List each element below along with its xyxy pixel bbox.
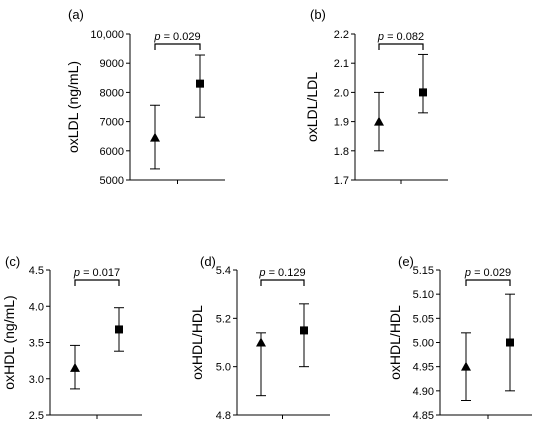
y-tick-label: 4.8 [216,410,231,422]
y-axis-title: oxHDL/HDL [189,305,205,380]
y-tick-label: 2.2 [334,29,349,41]
significance-bracket [260,279,305,286]
p-value-label: p = 0.017 [73,267,120,279]
square-marker [419,88,427,97]
significance-bracket [465,279,511,286]
y-axis-title: oxLDL/LDL [304,72,320,142]
panel-label: (e) [398,254,414,269]
triangle-marker [150,132,160,142]
triangle-marker [70,362,80,372]
chart-panel-5: (e) 4.85 4.90 4.95 5.00 5.05 5.10 5.15 oxHDL/HDL… [387,254,532,422]
y-tick-label: 5.4 [216,265,231,277]
p-symbol: p [73,267,83,279]
panel-label: (c) [5,254,20,269]
p-value: = 0.029 [164,31,201,43]
y-tick-label: 5.05 [413,313,434,325]
significance-bracket [378,43,424,50]
y-axis-title: oxHDL (ng/mL) [1,295,17,389]
y-tick-label: 5.00 [413,338,434,350]
y-tick-label: 5.10 [413,289,434,301]
panel-label: (d) [200,254,216,269]
y-tick-label: 1.8 [334,146,349,158]
y-tick-label: 9000 [100,58,124,70]
p-value: = 0.082 [387,31,424,43]
triangle-marker [461,361,471,371]
y-tick-label: 5000 [100,175,124,187]
panel-label: (b) [310,7,326,22]
chart-panel-3: (c) 2.5 3.0 3.5 4.0 4.5 oxHDL (ng/mL) p = 0.017 [1,254,142,422]
p-value-label: p = 0.029 [153,31,200,43]
y-tick-label: 2.0 [334,87,349,99]
p-value-label: p = 0.129 [258,267,305,279]
significance-bracket [74,279,120,286]
y-tick-label: 1.9 [334,117,349,129]
p-value-label: p = 0.082 [377,31,424,43]
y-tick-label: 5.0 [216,362,231,374]
triangle-marker [256,337,266,347]
y-tick-label: 4.0 [29,301,44,313]
y-tick-label: 7000 [100,117,124,129]
square-marker [196,79,204,88]
square-marker [300,326,308,335]
y-tick-label: 2.1 [334,58,349,70]
p-symbol: p [258,267,268,279]
p-symbol: p [153,31,163,43]
y-axis-title: oxLDL (ng/mL) [65,61,81,153]
y-tick-label: 6000 [100,146,124,158]
y-tick-label: 2.5 [29,410,44,422]
p-value-label: p = 0.029 [464,267,511,279]
square-marker [506,338,514,347]
p-value: = 0.017 [83,267,120,279]
square-marker [115,325,123,334]
y-tick-label: 3.5 [29,338,44,350]
y-tick-label: 4.90 [413,386,434,398]
panel-label: (a) [68,7,84,22]
y-tick-label: 4.5 [29,265,44,277]
y-tick-label: 4.85 [413,410,434,422]
y-tick-label: 5.2 [216,313,231,325]
p-value: = 0.129 [269,267,306,279]
p-value: = 0.029 [474,267,511,279]
y-tick-label: 5.15 [413,265,434,277]
y-tick-label: 3.0 [29,374,44,386]
chart-panel-1: (a) 5000 6000 7000 8000 9000 10,000 oxLDL (ng/m… [65,7,225,187]
p-symbol: p [464,267,474,279]
y-tick-label: 4.95 [413,362,434,374]
triangle-marker [374,116,384,126]
significance-bracket [154,43,201,50]
y-tick-label: 8000 [100,87,124,99]
chart-panel-4: (d) 4.8 5.0 5.2 5.4 oxHDL/HDL p = 0.129 [189,254,330,422]
chart-panel-2: (b) 1.7 1.8 1.9 2.0 2.1 2.2 oxLDL/LDL p = 0.082 [304,7,448,187]
y-tick-label: 10,000 [90,29,124,41]
p-symbol: p [377,31,387,43]
y-tick-label: 1.7 [334,175,349,187]
y-axis-title: oxHDL/HDL [387,305,403,380]
